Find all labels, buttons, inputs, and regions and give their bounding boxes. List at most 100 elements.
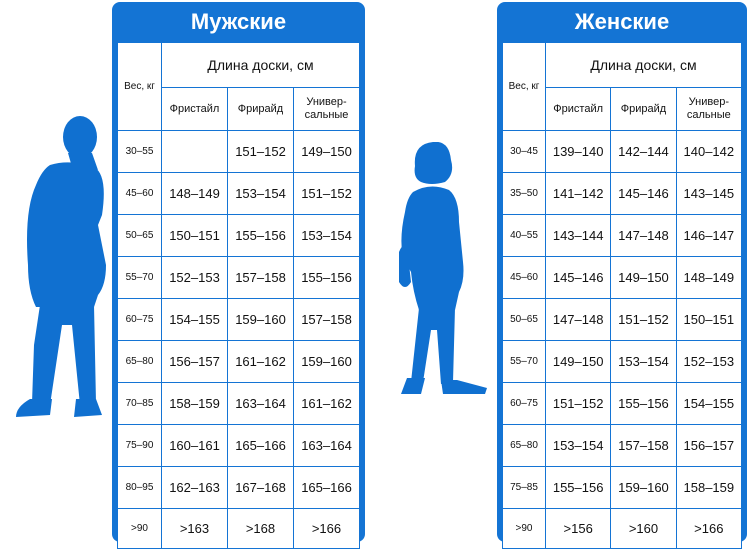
freestyle-length: >163 (161, 508, 228, 549)
weight-range: 70–85 (117, 382, 162, 425)
weight-range: 60–75 (117, 298, 162, 341)
freeride-length: 147–148 (610, 214, 677, 257)
table-row: 50–65 147–148 151–152 150–151 (502, 298, 743, 341)
weight-range: 50–65 (117, 214, 162, 257)
universal-length: 161–162 (293, 382, 360, 425)
freestyle-length: 153–154 (544, 424, 612, 467)
men-size-table: Вес, кг Длина доски, см Фристайл Фрирайд… (117, 42, 360, 549)
table-row: 75–85 155–156 159–160 158–159 (502, 466, 743, 509)
freeride-length: 167–168 (227, 466, 294, 509)
freestyle-length: 152–153 (161, 256, 228, 299)
table-row: 30–55 151–152 149–150 (117, 130, 360, 173)
man-silhouette-icon (16, 116, 106, 417)
freeride-length: 159–160 (227, 298, 294, 341)
universal-length: 143–145 (675, 172, 743, 215)
freestyle-length: 149–150 (544, 340, 612, 383)
freestyle-length: 160–161 (161, 424, 228, 467)
freeride-length: 153–154 (227, 172, 294, 215)
freeride-length: 145–146 (610, 172, 677, 215)
freestyle-length: 151–152 (544, 382, 612, 425)
universal-length: 154–155 (675, 382, 743, 425)
freestyle-length: 145–146 (544, 256, 612, 299)
weight-range: 75–85 (502, 466, 546, 509)
woman-silhouette-icon (399, 142, 487, 394)
women-size-table: Вес, кг Длина доски, см Фристайл Фрирайд… (502, 42, 743, 549)
weight-range: >90 (502, 508, 546, 549)
weight-range: 45–60 (117, 172, 162, 215)
universal-length: >166 (675, 508, 743, 549)
table-row: >90 >163 >168 >166 (117, 508, 360, 549)
universal-length: 153–154 (293, 214, 360, 257)
universal-length: >166 (293, 508, 360, 549)
freestyle-length: >156 (544, 508, 612, 549)
table-row: 55–70 152–153 157–158 155–156 (117, 256, 360, 299)
weight-range: 75–90 (117, 424, 162, 467)
weight-range: 55–70 (117, 256, 162, 299)
freestyle-length: 141–142 (544, 172, 612, 215)
universal-length: 159–160 (293, 340, 360, 383)
table-row: 45–60 148–149 153–154 151–152 (117, 172, 360, 215)
weight-range: 40–55 (502, 214, 546, 257)
table-row: 75–90 160–161 165–166 163–164 (117, 424, 360, 467)
freestyle-length: 148–149 (161, 172, 228, 215)
freeride-length: >160 (610, 508, 677, 549)
freestyle-length: 139–140 (544, 130, 612, 173)
universal-header: Универ-сальные (293, 87, 360, 131)
board-length-header: Длина доски, см (161, 42, 360, 88)
weight-range: 30–45 (502, 130, 546, 173)
universal-length: 163–164 (293, 424, 360, 467)
table-row: 65–80 156–157 161–162 159–160 (117, 340, 360, 383)
freeride-length: 157–158 (610, 424, 677, 467)
freeride-length: 151–152 (610, 298, 677, 341)
freestyle-length: 143–144 (544, 214, 612, 257)
freestyle-length: 156–157 (161, 340, 228, 383)
women-panel-title: Женские (574, 9, 670, 34)
table-row: >90 >156 >160 >166 (502, 508, 743, 549)
weight-range: >90 (117, 508, 162, 549)
freeride-length: 142–144 (610, 130, 677, 173)
freestyle-length: 154–155 (161, 298, 228, 341)
universal-length: 157–158 (293, 298, 360, 341)
table-row: 60–75 151–152 155–156 154–155 (502, 382, 743, 425)
universal-length: 148–149 (675, 256, 743, 299)
universal-length: 158–159 (675, 466, 743, 509)
freeride-header: Фрирайд (610, 87, 677, 131)
table-row: 80–95 162–163 167–168 165–166 (117, 466, 360, 509)
weight-range: 80–95 (117, 466, 162, 509)
freestyle-length: 158–159 (161, 382, 228, 425)
freeride-header: Фрирайд (227, 87, 294, 131)
table-row: 30–45 139–140 142–144 140–142 (502, 130, 743, 173)
table-row: 45–60 145–146 149–150 148–149 (502, 256, 743, 299)
table-row: 50–65 150–151 155–156 153–154 (117, 214, 360, 257)
women-size-panel: Женские Вес, кг Длина доски, см Фристайл… (497, 2, 747, 549)
universal-length: 151–152 (293, 172, 360, 215)
freestyle-length (161, 130, 228, 173)
freeride-length: 157–158 (227, 256, 294, 299)
freeride-length: 149–150 (610, 256, 677, 299)
universal-length: 152–153 (675, 340, 743, 383)
freeride-length: 155–156 (610, 382, 677, 425)
freeride-length: 151–152 (227, 130, 294, 173)
table-row: 40–55 143–144 147–148 146–147 (502, 214, 743, 257)
universal-length: 155–156 (293, 256, 360, 299)
weight-range: 65–80 (502, 424, 546, 467)
board-length-header: Длина доски, см (545, 42, 742, 88)
freeride-length: 155–156 (227, 214, 294, 257)
freeride-length: 153–154 (610, 340, 677, 383)
weight-column-header: Вес, кг (502, 42, 546, 131)
table-row: 35–50 141–142 145–146 143–145 (502, 172, 743, 215)
freeride-length: 159–160 (610, 466, 677, 509)
table-row: 55–70 149–150 153–154 152–153 (502, 340, 743, 383)
weight-range: 55–70 (502, 340, 546, 383)
freestyle-length: 162–163 (161, 466, 228, 509)
freestyle-length: 155–156 (544, 466, 612, 509)
weight-range: 30–55 (117, 130, 162, 173)
freeride-length: 163–164 (227, 382, 294, 425)
universal-length: 146–147 (675, 214, 743, 257)
men-panel-title: Мужские (190, 9, 287, 34)
table-row: 65–80 153–154 157–158 156–157 (502, 424, 743, 467)
freestyle-length: 150–151 (161, 214, 228, 257)
weight-column-header: Вес, кг (117, 42, 162, 131)
universal-length: 150–151 (675, 298, 743, 341)
freestyle-header: Фристайл (161, 87, 228, 131)
